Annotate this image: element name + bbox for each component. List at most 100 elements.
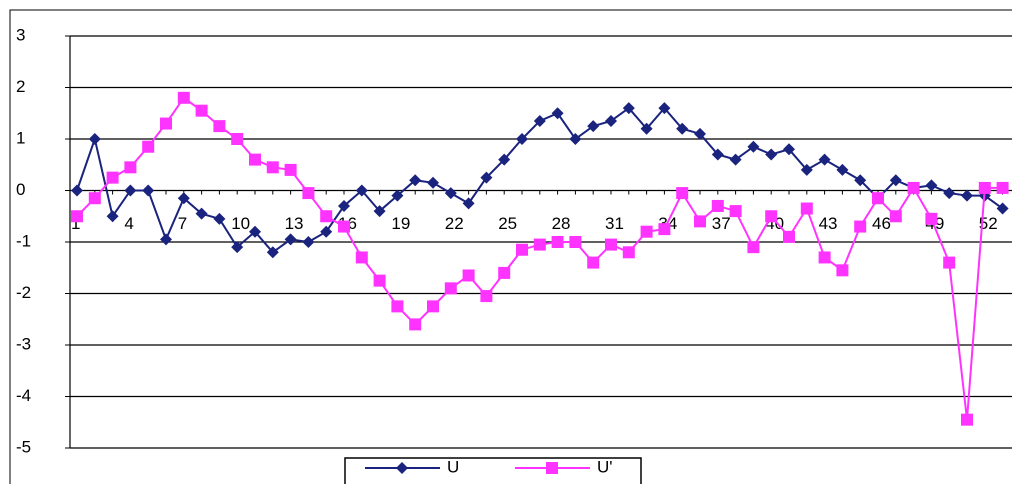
point xyxy=(88,192,101,205)
legend-label: U' xyxy=(597,457,613,476)
point xyxy=(533,114,546,127)
point xyxy=(605,238,617,251)
point xyxy=(516,243,528,256)
legend: U U' xyxy=(344,457,642,484)
y-tick-label: 1 xyxy=(16,128,25,147)
point xyxy=(498,153,511,166)
point xyxy=(961,189,973,202)
point xyxy=(195,207,208,220)
point xyxy=(231,133,244,145)
point xyxy=(355,251,368,264)
point xyxy=(249,225,261,238)
point xyxy=(480,290,493,303)
point xyxy=(444,187,457,200)
point xyxy=(854,220,867,233)
point xyxy=(462,197,475,210)
point xyxy=(729,153,742,166)
point xyxy=(88,133,101,145)
point xyxy=(676,187,689,200)
legend-label: U xyxy=(447,457,459,476)
point xyxy=(177,91,190,104)
point xyxy=(622,246,635,259)
point xyxy=(765,210,778,223)
point xyxy=(622,102,635,115)
point xyxy=(551,236,564,248)
point xyxy=(498,266,511,279)
point xyxy=(338,220,350,233)
point xyxy=(71,210,83,223)
point xyxy=(142,140,155,153)
point xyxy=(213,212,226,225)
point xyxy=(978,181,991,194)
point xyxy=(943,187,956,200)
point xyxy=(444,282,457,295)
point xyxy=(658,102,671,115)
point xyxy=(640,225,653,238)
x-tick-label: 43 xyxy=(819,214,838,233)
point xyxy=(836,163,849,176)
point xyxy=(160,233,172,246)
point xyxy=(396,462,408,474)
point xyxy=(106,210,119,223)
point xyxy=(231,241,244,254)
y-tick-label: -3 xyxy=(16,334,31,353)
point xyxy=(551,107,564,120)
point xyxy=(409,174,422,187)
point xyxy=(516,133,528,145)
point xyxy=(943,256,956,269)
point xyxy=(284,233,297,246)
point xyxy=(783,230,795,243)
x-tick-label: 28 xyxy=(552,214,571,233)
point xyxy=(854,174,867,187)
point xyxy=(124,161,137,174)
point xyxy=(765,148,778,161)
point xyxy=(729,205,742,218)
x-tick-label: 13 xyxy=(285,214,304,233)
point xyxy=(783,143,795,156)
point xyxy=(925,179,938,192)
point xyxy=(266,161,279,174)
x-tick-label: 10 xyxy=(231,214,250,233)
point xyxy=(480,171,493,184)
point xyxy=(676,122,689,135)
point xyxy=(889,210,902,223)
point xyxy=(338,199,350,212)
y-tick-label: -1 xyxy=(16,231,31,250)
point xyxy=(587,256,600,269)
point xyxy=(907,181,920,194)
x-tick-label: 19 xyxy=(391,214,410,233)
point xyxy=(925,212,938,225)
point xyxy=(961,413,973,426)
point xyxy=(320,225,333,238)
point xyxy=(836,264,849,277)
point xyxy=(409,318,422,331)
point xyxy=(320,210,333,223)
point xyxy=(605,114,617,127)
point xyxy=(355,184,368,197)
point xyxy=(800,202,813,215)
point xyxy=(195,104,208,117)
x-tick-label: 52 xyxy=(979,214,998,233)
x-tick-label: 7 xyxy=(178,214,187,233)
point xyxy=(711,199,724,212)
y-tick-label: -2 xyxy=(16,283,31,302)
x-tick-label: 31 xyxy=(605,214,624,233)
point xyxy=(658,223,671,236)
point xyxy=(142,184,155,197)
point xyxy=(818,251,831,264)
point xyxy=(302,187,315,200)
x-tick-label: 1 xyxy=(71,214,80,233)
y-tick-label: -5 xyxy=(16,437,31,456)
point xyxy=(427,300,439,313)
point xyxy=(427,176,439,189)
point xyxy=(373,205,386,218)
point xyxy=(124,184,137,197)
point xyxy=(587,120,600,133)
point xyxy=(889,174,902,187)
point xyxy=(462,269,475,282)
point xyxy=(996,202,1009,215)
point xyxy=(818,153,831,166)
y-tick-label: 3 xyxy=(16,25,25,44)
point xyxy=(266,246,279,259)
point xyxy=(373,274,386,287)
